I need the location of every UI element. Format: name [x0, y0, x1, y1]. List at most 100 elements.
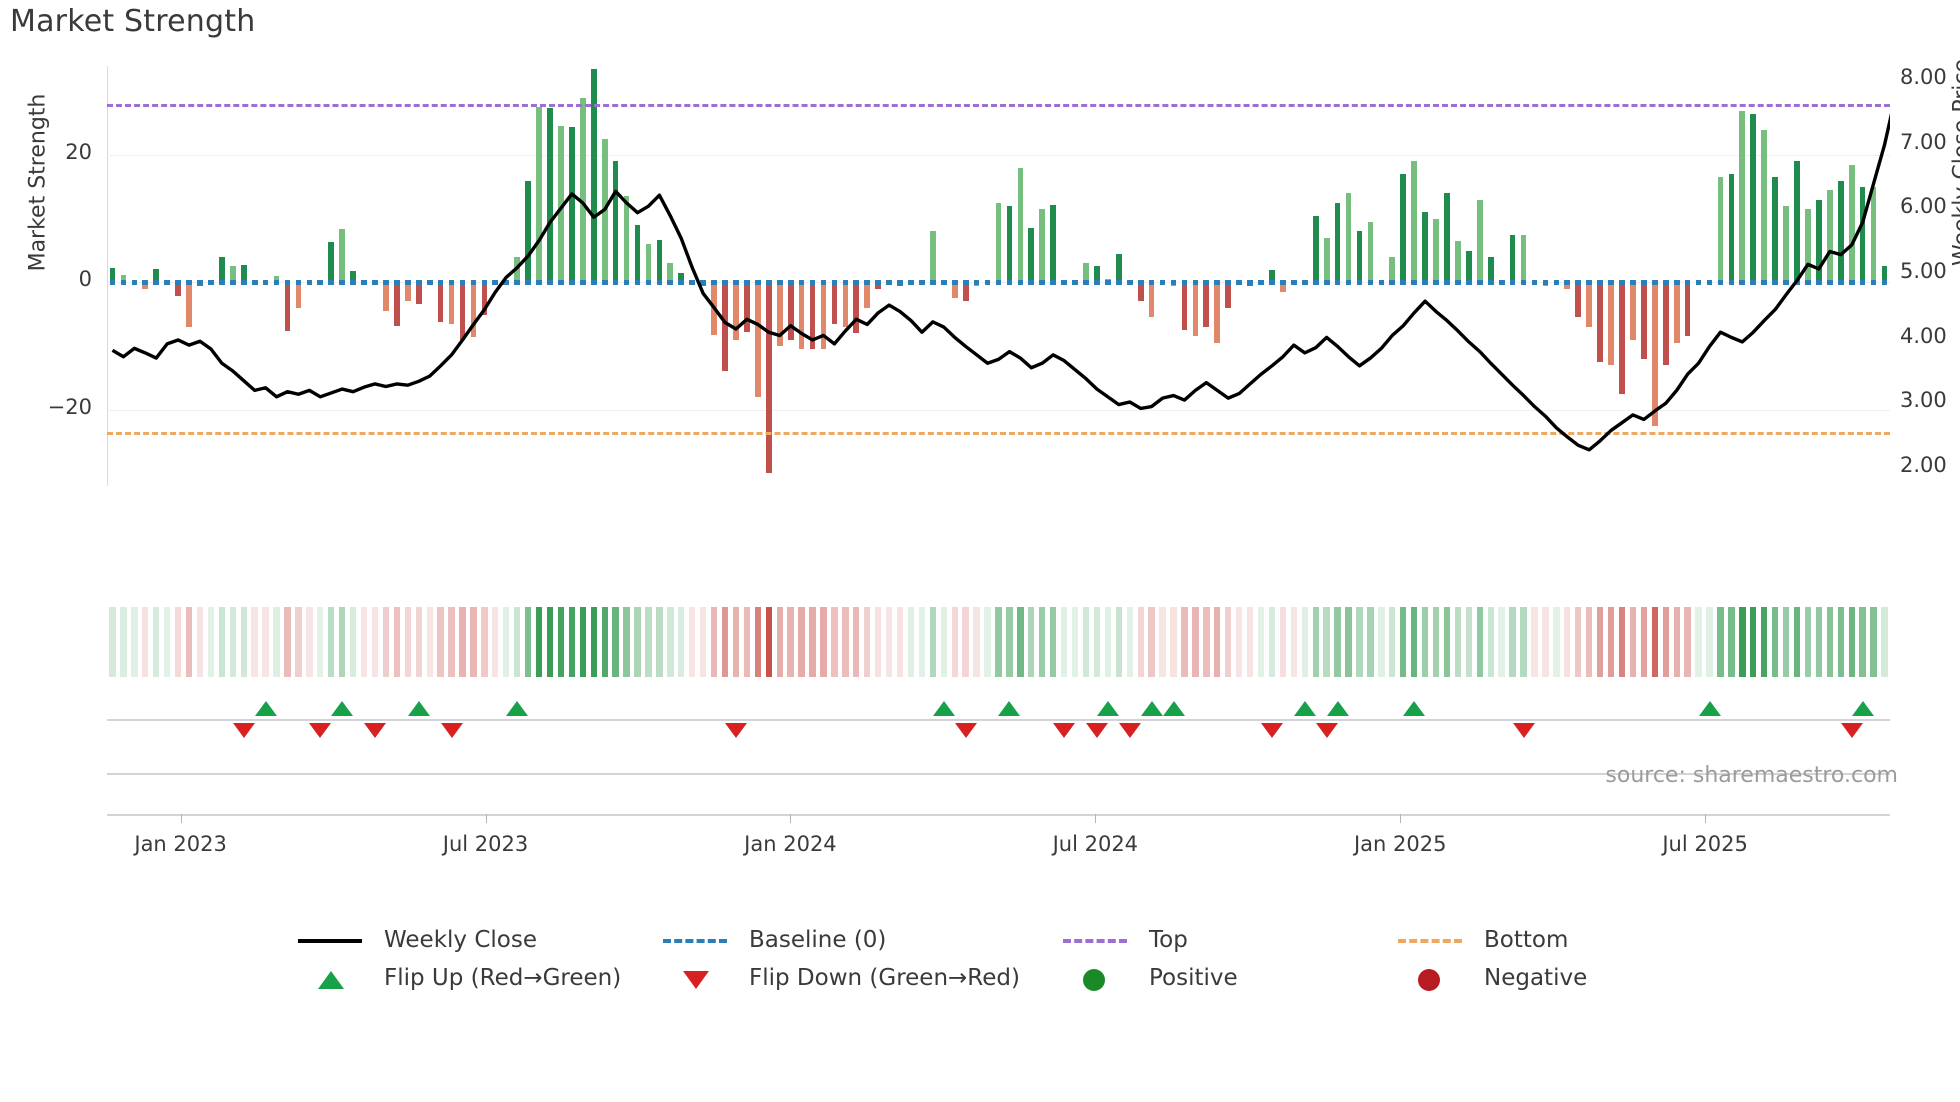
legend-label: Top [1149, 927, 1188, 953]
legend-item[interactable]: Flip Down (Green→Red) [655, 958, 1020, 998]
legend-item[interactable]: Bottom [1390, 920, 1568, 960]
heatmap-cell [1662, 607, 1669, 677]
strength-bar [350, 270, 356, 283]
strength-bar [1280, 282, 1286, 292]
baseline-dash-segment [1214, 279, 1221, 285]
baseline-dash-segment [1028, 279, 1035, 285]
baseline-dash-segment [1061, 279, 1067, 285]
baseline-dash-segment [864, 279, 871, 285]
y-tick-left-label: −20 [47, 394, 92, 419]
baseline-dash-segment [1487, 279, 1494, 285]
baseline-dash-segment [1170, 279, 1177, 285]
baseline-dash-segment [339, 279, 346, 285]
flip-up-marker-icon [407, 701, 430, 716]
strength-bar [470, 282, 477, 338]
strength-bar [1783, 206, 1789, 283]
x-tick-mark [790, 814, 792, 823]
legend-label: Positive [1149, 965, 1238, 991]
legend-label: Flip Down (Green→Red) [749, 965, 1020, 991]
baseline-dash-segment [579, 279, 586, 285]
strength-bar [142, 282, 149, 289]
strength-bar [1870, 186, 1877, 283]
baseline-dash-segment [1717, 279, 1724, 285]
strength-bar [623, 196, 630, 283]
heatmap-cell [765, 607, 772, 677]
baseline-dash-segment [525, 279, 531, 285]
heatmap-cell [1225, 607, 1232, 677]
legend-label: Negative [1484, 965, 1588, 991]
heatmap-cell [1170, 607, 1177, 677]
strength-bar [1389, 256, 1396, 283]
strength-bar [1684, 282, 1691, 337]
strength-bar [1586, 282, 1593, 327]
strength-bar [1487, 256, 1494, 283]
baseline-dash-segment [755, 279, 761, 285]
heatmap-cell [1345, 607, 1352, 677]
heatmap-cell [1115, 607, 1122, 677]
baseline-dash-segment [1750, 279, 1757, 285]
heatmap-cell [1465, 607, 1473, 677]
flip-marker-band [107, 690, 1890, 750]
heatmap-cell [131, 607, 138, 677]
heatmap-cell [1586, 607, 1593, 677]
baseline-dash-segment [590, 279, 597, 285]
baseline-dash-segment [1378, 279, 1385, 285]
strength-bar [1334, 202, 1341, 283]
heatmap-cell [1739, 607, 1746, 677]
baseline-dash-segment [459, 279, 466, 285]
heatmap-cell [382, 607, 390, 677]
baseline-dash-segment [1301, 279, 1308, 285]
legend-item[interactable]: Positive [1055, 958, 1238, 998]
strength-bar [1422, 212, 1428, 283]
legend-item[interactable]: Baseline (0) [655, 920, 886, 960]
y-tick-right-label: 6.00 [1900, 194, 1947, 219]
heatmap-cell [1531, 607, 1538, 677]
heatmap-cell [1607, 607, 1615, 677]
strength-bar [765, 282, 772, 474]
legend-glyph [1390, 968, 1470, 991]
baseline-dash-segment [897, 279, 903, 285]
strength-bar [1050, 204, 1057, 283]
heatmap-cell [371, 607, 379, 677]
strength-bar [1728, 174, 1735, 283]
heatmap-cell [1618, 607, 1626, 677]
strength-bar [1192, 282, 1199, 337]
heatmap-cell [1257, 607, 1265, 677]
legend-item[interactable]: Top [1055, 920, 1188, 960]
baseline-dash-segment [131, 279, 138, 285]
legend-item[interactable]: Flip Up (Red→Green) [290, 958, 621, 998]
heatmap-cell [1356, 607, 1363, 677]
baseline-dash-segment [1651, 279, 1658, 285]
heatmap-cell [1312, 607, 1319, 677]
heatmap-cell [459, 607, 466, 677]
baseline-dash-segment [798, 279, 805, 285]
strength-bar [1181, 282, 1188, 331]
heatmap-cell [514, 607, 521, 677]
baseline-dash-segment [142, 279, 149, 285]
heatmap-cell [328, 607, 335, 677]
heatmap-cell [1432, 607, 1440, 677]
heatmap-cell [667, 607, 674, 677]
heatmap-cell [1389, 607, 1396, 677]
strength-bar [1564, 282, 1571, 289]
legend-item[interactable]: Negative [1390, 958, 1587, 998]
heatmap-cell [1301, 607, 1308, 677]
heatmap-cell [492, 607, 499, 677]
heatmap-cell [1268, 607, 1276, 677]
heatmap-cell [404, 607, 411, 677]
strength-bar [1816, 199, 1822, 283]
legend-item[interactable]: Weekly Close [290, 920, 537, 960]
heatmap-cell [360, 607, 368, 677]
strength-bar [842, 282, 849, 327]
heatmap-cell [1235, 607, 1243, 677]
legend-row: Flip Up (Red→Green) Flip Down (Green→Red)… [0, 958, 1960, 998]
heatmap-cell [1246, 607, 1254, 677]
heatmap-cell [1082, 607, 1090, 677]
baseline-dash-segment [787, 279, 794, 285]
baseline-dash-segment [1258, 279, 1264, 285]
strength-bar [1203, 282, 1210, 327]
baseline-dash-segment [1608, 279, 1614, 285]
baseline-dash-segment [186, 279, 192, 285]
heatmap-cell [240, 607, 247, 677]
baseline-dash-segment [1345, 279, 1352, 285]
